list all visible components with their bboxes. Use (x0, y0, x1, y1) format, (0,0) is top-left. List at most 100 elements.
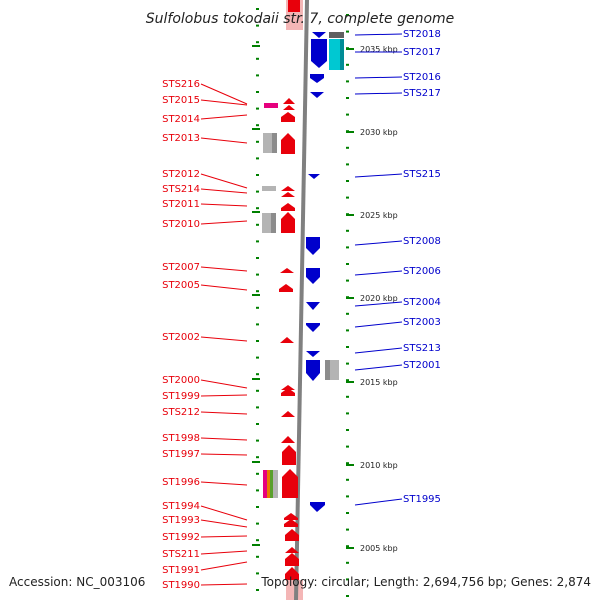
gene-label-left[interactable]: ST2002 (162, 332, 200, 343)
tick-left (256, 41, 259, 44)
gene-st2015b[interactable] (283, 105, 295, 110)
gene-label-right[interactable]: STS217 (403, 88, 441, 99)
gene-sts213[interactable] (306, 351, 320, 357)
right-leader-line (354, 498, 403, 506)
gene-st2014[interactable] (281, 112, 295, 122)
gene-label-left[interactable]: ST1990 (162, 580, 200, 591)
gene-st2000[interactable] (281, 385, 295, 390)
gene-label-right[interactable]: ST2008 (403, 236, 441, 247)
gene-st1992[interactable] (285, 529, 299, 541)
gene-st2006[interactable] (306, 268, 320, 284)
tick-left (256, 174, 259, 176)
rna-st2010-shade (271, 213, 276, 233)
tick-right (346, 429, 349, 431)
tick-right (346, 595, 349, 597)
gene-st2003[interactable] (306, 323, 320, 332)
gene-label-left[interactable]: ST2011 (162, 199, 200, 210)
tick-right (346, 279, 349, 282)
left-leader-line (200, 550, 248, 555)
tick-left (256, 57, 259, 60)
tick-right (346, 14, 349, 16)
gene-label-left[interactable]: ST1991 (162, 565, 200, 576)
tick-left (256, 340, 259, 342)
gene-label-right[interactable]: ST2004 (403, 297, 441, 308)
gene-st2016[interactable] (310, 74, 324, 83)
tick-right (346, 346, 349, 348)
gene-st2015[interactable] (283, 98, 295, 104)
gene-st2017[interactable] (311, 39, 327, 68)
tick-right (346, 246, 349, 249)
gene-st1993[interactable] (284, 519, 298, 527)
scale-label: 2010 kbp (360, 461, 398, 470)
gene-st1996[interactable] (282, 469, 298, 498)
gene-st1999[interactable] (281, 388, 295, 396)
gene-st1991[interactable] (285, 553, 299, 566)
gene-label-right[interactable]: ST1995 (403, 494, 441, 505)
tick-left (256, 306, 259, 309)
gene-label-right[interactable]: ST2017 (403, 47, 441, 58)
gene-sts214[interactable] (281, 186, 295, 191)
gene-st2005[interactable] (279, 284, 293, 292)
tick-left (256, 555, 259, 558)
gene-label-left[interactable]: ST1992 (162, 532, 200, 543)
gene-label-left[interactable]: ST1999 (162, 391, 200, 402)
gene-st2008[interactable] (306, 237, 320, 255)
gene-label-left[interactable]: ST2015 (162, 95, 200, 106)
gene-label-left[interactable]: ST1993 (162, 515, 200, 526)
gene-st2018[interactable] (312, 32, 326, 38)
tick-left (256, 506, 259, 508)
gene-label-left[interactable]: ST2000 (162, 375, 200, 386)
gene-label-left[interactable]: STS211 (162, 549, 200, 560)
right-leader-line (354, 347, 403, 354)
right-leader-lines (354, 33, 403, 506)
gene-sts211[interactable] (285, 547, 299, 553)
gene-st1997[interactable] (282, 445, 296, 465)
gene-st1990[interactable] (285, 567, 299, 580)
gene-sts216[interactable] (264, 103, 278, 108)
gene-label-left[interactable]: ST1996 (162, 477, 200, 488)
gene-st2011b[interactable] (281, 203, 295, 211)
gene-label-left[interactable]: ST2010 (162, 219, 200, 230)
tick-left (256, 439, 259, 442)
gene-st2001[interactable] (306, 360, 320, 381)
gene-label-left[interactable]: ST2005 (162, 280, 200, 291)
gene-st2013[interactable] (281, 133, 295, 154)
gene-label-left[interactable]: ST1997 (162, 449, 200, 460)
gene-label-left[interactable]: ST2012 (162, 169, 200, 180)
gene-st2007[interactable] (280, 268, 294, 273)
gene-label-left[interactable]: STS214 (162, 184, 200, 195)
right-gene-labels: ST2018 ST2017 ST2016 STS217 STS215 ST2008 ST20… (403, 29, 441, 505)
gene-st2011[interactable] (281, 192, 295, 197)
gene-label-left[interactable]: ST2007 (162, 262, 200, 273)
gene-label-left[interactable]: ST2013 (162, 133, 200, 144)
gene-label-right[interactable]: STS213 (403, 343, 441, 354)
gene-label-left[interactable]: STS216 (162, 79, 200, 90)
gene-st1995[interactable] (310, 502, 325, 512)
gene-label-left[interactable]: ST2014 (162, 114, 200, 125)
left-leader-line (200, 453, 248, 456)
gene-st1996-green (270, 470, 273, 498)
gene-sts215[interactable] (308, 174, 320, 179)
gene-label-right[interactable]: STS215 (403, 169, 441, 180)
gene-label-left[interactable]: ST1998 (162, 433, 200, 444)
gene-label-right[interactable]: ST2016 (403, 72, 441, 83)
gene-label-left[interactable]: STS212 (162, 407, 200, 418)
tick-right (346, 445, 349, 448)
left-leader-line (200, 203, 248, 207)
chromosome-strand (294, 0, 309, 600)
major-tick (346, 381, 354, 383)
gene-st1994[interactable] (284, 513, 298, 520)
left-leader-line (200, 173, 248, 189)
gene-sts212[interactable] (281, 411, 295, 417)
gene-st2004[interactable] (306, 302, 320, 310)
gene-label-left[interactable]: ST1994 (162, 501, 200, 512)
gene-label-right[interactable]: ST2001 (403, 360, 441, 371)
gene-label-right[interactable]: ST2003 (403, 317, 441, 328)
gene-label-right[interactable]: ST2006 (403, 266, 441, 277)
gene-st1998[interactable] (281, 436, 295, 443)
gene-st2010[interactable] (281, 212, 295, 233)
gene-sts217[interactable] (310, 92, 324, 98)
gene-label-right[interactable]: ST2018 (403, 29, 441, 40)
left-leader-line (200, 411, 248, 415)
gene-st2002[interactable] (280, 337, 294, 343)
